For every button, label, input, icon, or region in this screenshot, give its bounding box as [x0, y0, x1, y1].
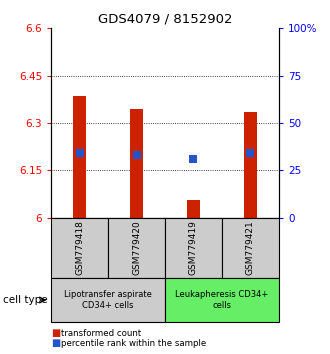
Text: ■: ■ [51, 338, 60, 348]
Bar [244, 112, 257, 218]
Point [77, 150, 82, 156]
Text: GSM779419: GSM779419 [189, 220, 198, 275]
Text: GSM779418: GSM779418 [75, 220, 84, 275]
Text: Lipotransfer aspirate
CD34+ cells: Lipotransfer aspirate CD34+ cells [64, 290, 152, 310]
Point [134, 152, 139, 158]
Text: GSM779420: GSM779420 [132, 221, 141, 275]
Text: Leukapheresis CD34+
cells: Leukapheresis CD34+ cells [175, 290, 269, 310]
Text: transformed count: transformed count [61, 329, 141, 338]
Bar [187, 200, 200, 218]
Point [248, 150, 253, 156]
Bar [130, 109, 143, 218]
Text: ■: ■ [51, 329, 60, 338]
Text: cell type: cell type [3, 295, 48, 305]
Bar [73, 96, 86, 218]
Text: percentile rank within the sample: percentile rank within the sample [61, 339, 206, 348]
Point [191, 156, 196, 162]
Text: GSM779421: GSM779421 [246, 221, 255, 275]
Text: GDS4079 / 8152902: GDS4079 / 8152902 [98, 12, 232, 25]
